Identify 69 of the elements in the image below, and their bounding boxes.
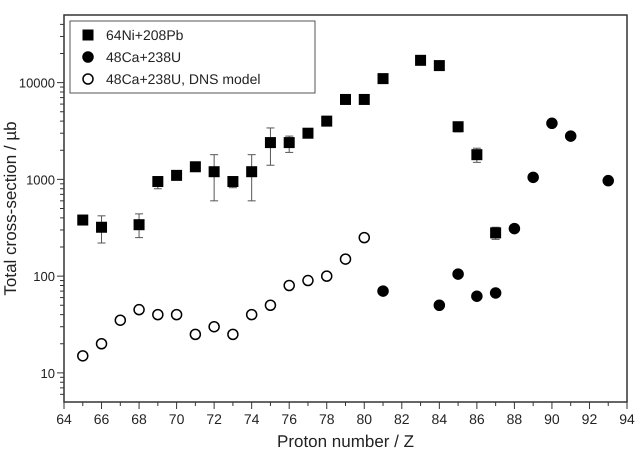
x-tick-label: 68 [131,411,148,427]
y-tick-label: 1000 [26,172,55,188]
point [134,219,145,230]
point [471,290,483,302]
x-tick-label: 70 [168,411,185,427]
point [152,308,164,320]
legend-label: 48Ca+238U [106,49,182,65]
x-tick-label: 92 [582,411,598,427]
point [415,54,426,66]
point [302,128,314,139]
point [283,280,295,292]
point [340,94,351,105]
y-axis-title: Total cross-section / µb [1,121,20,296]
point [471,149,482,160]
x-tick-label: 74 [244,411,260,427]
x-axis-title: Proton number / Z [276,432,414,451]
point [358,94,370,105]
point [527,172,539,184]
x-tick-label: 66 [94,411,110,427]
point [508,222,520,234]
point [171,170,182,181]
point [227,328,239,340]
y-tick-label: 100 [33,269,55,284]
point [246,308,258,320]
point [378,73,389,84]
point [208,166,220,178]
point [434,300,446,311]
point [377,285,389,297]
point [133,304,145,316]
x-tick-label: 90 [544,411,560,427]
x-tick-label: 72 [206,411,222,427]
x-tick-label: 94 [619,411,635,427]
x-tick-label: 84 [432,411,448,427]
point [452,268,464,280]
point [340,253,352,265]
y-tick-label: 10000 [18,76,55,91]
legend-label: 64Ni+208Pb [106,27,184,43]
point [96,338,108,350]
x-tick-label: 86 [469,411,485,427]
point [320,270,332,282]
point [564,130,576,142]
y-tick-label: 10 [40,366,55,381]
point [190,161,201,172]
point [208,320,220,332]
point [284,137,295,148]
point [358,232,370,244]
point [96,222,108,233]
point [434,60,445,72]
x-tick-label: 82 [394,411,410,427]
legend-label: 48Ca+238U, DNS model [106,71,260,87]
point [114,314,126,326]
point [264,300,276,311]
point [77,350,89,362]
x-tick-label: 80 [356,411,372,427]
point [170,308,182,320]
point [246,166,258,178]
point [546,118,558,130]
x-tick-label: 88 [506,411,522,427]
point [302,274,314,286]
x-tick-label: 64 [56,411,72,427]
point [77,214,88,226]
point [264,137,276,148]
point [321,116,332,127]
point [452,121,464,132]
point [190,328,202,340]
point [490,287,502,299]
x-tick-label: 76 [281,411,298,427]
x-tick-label: 78 [318,411,335,427]
point [602,174,614,186]
